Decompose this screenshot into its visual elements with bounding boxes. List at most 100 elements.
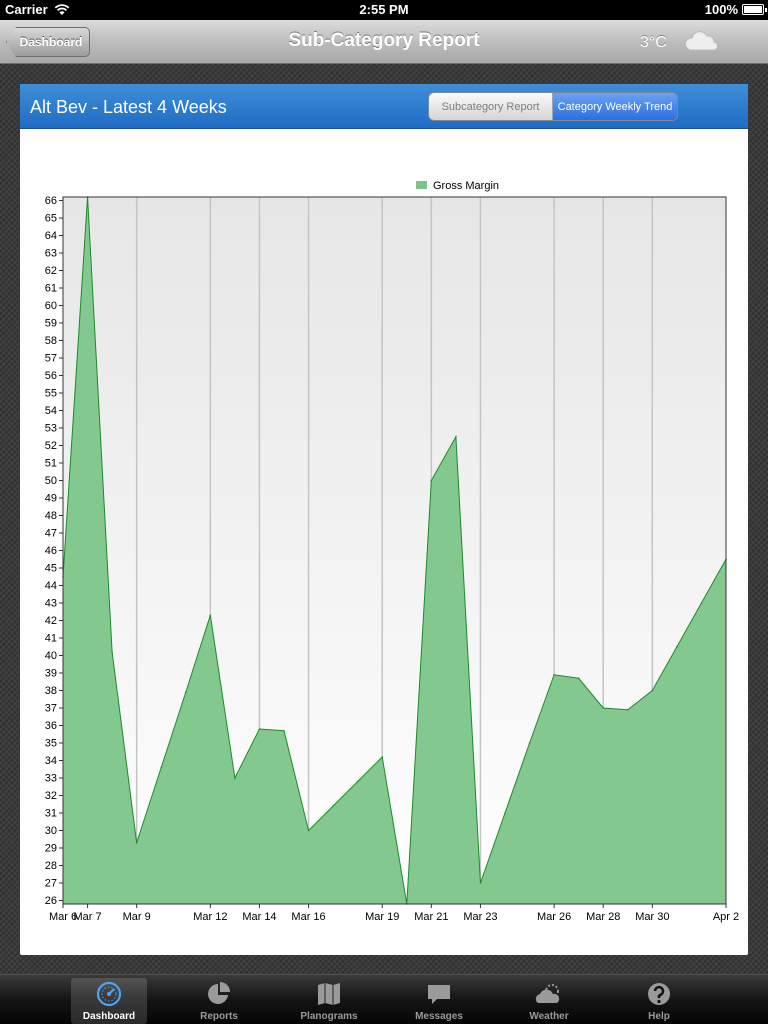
gross-margin-area <box>63 197 726 904</box>
y-tick-label: 59 <box>45 318 57 330</box>
carrier-group: Carrier <box>5 2 70 17</box>
y-tick-label: 64 <box>45 230 57 242</box>
data-point <box>111 651 113 653</box>
chat-bubble-icon <box>428 985 450 1004</box>
y-tick-label: 50 <box>45 475 57 487</box>
legend-swatch <box>416 181 427 189</box>
y-tick-label: 41 <box>45 633 57 645</box>
y-tick-label: 43 <box>45 598 57 610</box>
tab-label: Dashboard <box>82 1011 136 1022</box>
data-point <box>209 614 212 617</box>
y-tick-label: 51 <box>45 458 57 470</box>
data-point <box>135 841 138 844</box>
y-tick-label: 28 <box>45 860 57 872</box>
weather-icon <box>535 984 560 1003</box>
carrier-label: Carrier <box>5 2 48 17</box>
y-tick-label: 58 <box>45 335 57 347</box>
x-tick-label: Mar 7 <box>73 911 101 923</box>
y-tick-label: 53 <box>45 423 57 435</box>
y-tick-label: 26 <box>45 895 57 907</box>
y-tick-label: 61 <box>45 283 57 295</box>
temperature-readout: 3°C <box>640 34 667 51</box>
x-tick-label: Mar 9 <box>123 911 151 923</box>
y-tick-label: 56 <box>45 370 57 382</box>
x-tick-label: Apr 2 <box>713 911 739 923</box>
y-tick-label: 38 <box>45 685 57 697</box>
x-tick-label: Mar 14 <box>242 911 276 923</box>
dashboard-icon <box>96 981 122 1007</box>
panel-header: Alt Bev - Latest 4 Weeks Subcategory Rep… <box>20 84 748 129</box>
y-tick-label: 34 <box>45 755 57 767</box>
data-point <box>332 805 334 807</box>
page-title: Sub-Category Report <box>288 30 480 51</box>
battery-icon <box>742 4 767 15</box>
y-tick-label: 60 <box>45 300 57 312</box>
dashboard-back-button[interactable]: Dashboard <box>6 27 90 57</box>
tab-dashboard[interactable]: Dashboard <box>71 978 147 1024</box>
x-tick-label: Mar 23 <box>463 911 497 923</box>
data-point <box>283 729 285 732</box>
y-tick-label: 35 <box>45 738 57 750</box>
y-tick-label: 32 <box>45 790 57 802</box>
data-point <box>160 766 163 769</box>
tab-label: Weather <box>529 1011 569 1022</box>
data-point <box>651 689 654 692</box>
tab-reports[interactable]: Reports <box>181 978 257 1024</box>
navigation-bar: Dashboard Sub-Category Report 3°C <box>0 20 768 64</box>
x-tick-label: Mar 12 <box>193 911 227 923</box>
y-tick-label: 47 <box>45 528 57 540</box>
report-panel: Alt Bev - Latest 4 Weeks Subcategory Rep… <box>20 84 748 955</box>
x-tick-label: Mar 30 <box>635 911 669 923</box>
y-tick-label: 54 <box>45 405 57 417</box>
cloud-icon <box>685 31 718 51</box>
y-tick-label: 45 <box>45 563 57 575</box>
tab-help[interactable]: Help <box>621 978 697 1024</box>
y-tick-label: 52 <box>45 440 57 452</box>
y-tick-label: 30 <box>45 825 57 837</box>
gross-margin-line <box>62 196 727 905</box>
x-tick-label: Mar 16 <box>291 911 325 923</box>
tab-label: Planograms <box>300 1011 358 1022</box>
gross-margin-chart: 26 27 28 29 30 31 32 33 34 35 36 37 38 39 40 41 42 43 44 45… <box>45 180 739 923</box>
status-bar: Carrier 2:55 PM 100% <box>0 0 768 20</box>
y-tick-label: 63 <box>45 248 57 260</box>
y-tick-label: 37 <box>45 703 57 715</box>
pie-chart-icon <box>208 982 230 1004</box>
y-tick-label: 65 <box>45 213 57 225</box>
data-point <box>626 708 629 711</box>
data-point <box>307 829 310 832</box>
data-point <box>479 882 482 884</box>
legend-label: Gross Margin <box>433 180 499 192</box>
x-tick-label: Mar 6 <box>49 911 77 923</box>
tab-planograms[interactable]: Planograms <box>291 978 367 1024</box>
data-point <box>577 677 580 680</box>
y-tick-label: 33 <box>45 773 57 785</box>
battery-percent: 100% <box>704 2 738 17</box>
tab-label: Help <box>648 1011 670 1022</box>
y-tick-label: 48 <box>45 510 57 522</box>
x-tick-label: Mar 28 <box>586 911 620 923</box>
y-tick-label: 42 <box>45 615 57 627</box>
y-tick-label: 57 <box>45 353 57 365</box>
data-point <box>602 707 605 709</box>
data-point <box>455 435 457 438</box>
tab-weather[interactable]: Weather <box>511 978 587 1024</box>
data-point <box>528 742 531 744</box>
segment-subcategory-report[interactable]: Subcategory Report <box>429 93 553 120</box>
data-point <box>430 479 433 482</box>
data-point <box>184 691 187 694</box>
x-tick-label: Mar 21 <box>414 911 448 923</box>
data-point <box>234 777 236 779</box>
help-icon <box>648 983 670 1005</box>
book-icon <box>318 983 340 1005</box>
data-point <box>553 673 555 676</box>
data-point <box>700 602 703 604</box>
tab-bar: Dashboard Reports Planograms Messages We… <box>0 974 768 1024</box>
y-tick-label: 29 <box>45 843 57 855</box>
tab-label: Messages <box>415 1011 463 1022</box>
tab-messages[interactable]: Messages <box>401 978 477 1024</box>
y-tick-label: 44 <box>45 580 57 592</box>
segment-category-weekly-trend[interactable]: Category Weekly Trend <box>553 93 677 120</box>
data-point <box>356 780 359 783</box>
data-point <box>381 756 384 758</box>
